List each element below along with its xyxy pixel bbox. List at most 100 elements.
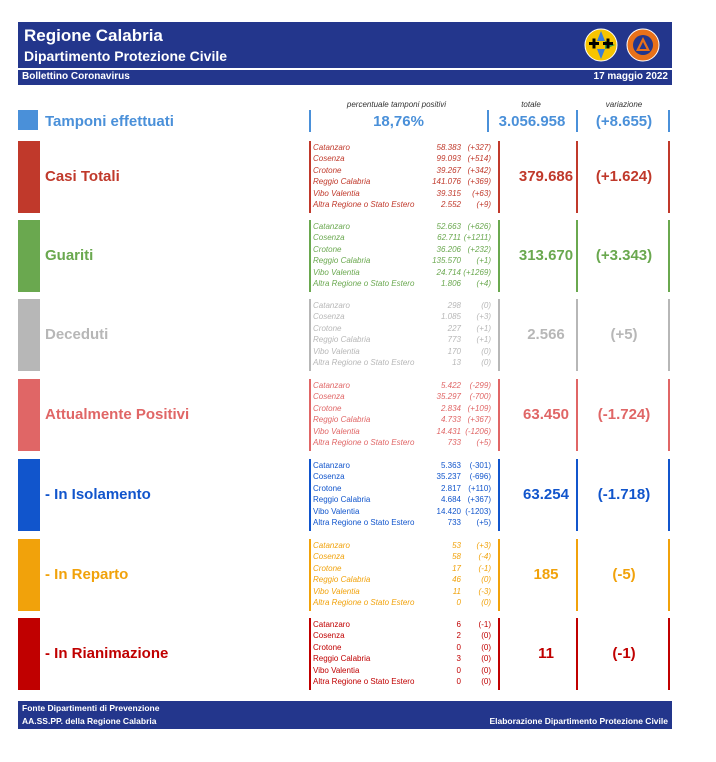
province-value: 0: [456, 598, 461, 607]
province-name: Reggio Calabria: [313, 256, 371, 266]
province-value: 58: [452, 552, 461, 562]
variation-right-divider: [668, 379, 670, 451]
province-delta: (+4): [476, 279, 491, 288]
province-row: Catanzaro 6 (-1): [313, 620, 497, 631]
province-delta: (+1): [476, 335, 491, 345]
province-delta: (+1269): [463, 267, 491, 277]
variation-left-divider: [576, 539, 578, 611]
province-delta: (+342): [467, 165, 491, 175]
section-variation: (-5): [612, 566, 636, 583]
section-variation: (+5): [610, 326, 638, 343]
section-color-bar: [18, 299, 40, 371]
province-row: Cosenza 62.711 (+1211): [313, 233, 497, 244]
province-row: Vibo Valentia 14.420 (-1203): [313, 507, 497, 518]
region-logo-icon: [584, 28, 618, 62]
section-color-bar: [18, 618, 40, 690]
province-row: Reggio Calabria 773 (+1): [313, 335, 497, 346]
province-value: 1.806: [440, 279, 461, 288]
province-name: Crotone: [313, 483, 342, 493]
tamponi-color-swatch: [18, 110, 38, 130]
variation-right-divider: [668, 618, 670, 690]
tamponi-divider: [668, 110, 670, 132]
province-value: 170: [447, 346, 461, 356]
province-delta: (0): [481, 598, 491, 607]
bulletin-date: 17 maggio 2022: [593, 71, 668, 82]
province-delta: (+1211): [463, 233, 491, 243]
province-row: Crotone 0 (0): [313, 643, 497, 654]
province-name: Cosenza: [313, 392, 345, 402]
province-delta: (+5): [476, 518, 491, 527]
province-delta: (+367): [467, 495, 491, 505]
province-value: 52.663: [436, 222, 461, 231]
province-row: Vibo Valentia 14.431 (-1206): [313, 427, 497, 438]
province-row: Vibo Valentia 24.714 (+1269): [313, 268, 497, 279]
province-name: Cosenza: [313, 233, 345, 243]
province-row: Cosenza 35.237 (-696): [313, 472, 497, 483]
province-name: Reggio Calabria: [313, 415, 371, 425]
province-row: Reggio Calabria 141.076 (+369): [313, 177, 497, 188]
section-variation: (-1): [612, 645, 636, 662]
breakdown-right-divider: [498, 220, 500, 292]
province-name: Cosenza: [313, 472, 345, 482]
province-value: 6: [456, 620, 461, 629]
variation-left-divider: [576, 220, 578, 292]
section-label: Guariti: [45, 247, 94, 264]
province-value: 46: [452, 575, 461, 585]
province-name: Cosenza: [313, 154, 345, 164]
bulletin-label: Bollettino Coronavirus: [22, 71, 130, 82]
variation-right-divider: [668, 459, 670, 531]
breakdown-left-divider: [309, 459, 311, 531]
province-name: Catanzaro: [313, 620, 350, 629]
province-delta: (+1): [476, 256, 491, 266]
section-total: 313.670: [518, 247, 574, 264]
province-value: 0: [456, 665, 461, 675]
province-name: Vibo Valentia: [313, 665, 360, 675]
province-name: Reggio Calabria: [313, 177, 371, 187]
province-name: Catanzaro: [313, 301, 350, 310]
province-value: 24.714: [436, 267, 461, 277]
footer-bar: Fonte Dipartimenti di Prevenzione AA.SS.…: [18, 701, 672, 729]
province-row: Cosenza 2 (0): [313, 631, 497, 642]
province-name: Altra Regione o Stato Estero: [313, 438, 415, 447]
variation-left-divider: [576, 618, 578, 690]
province-delta: (0): [481, 665, 491, 675]
province-delta: (+232): [467, 244, 491, 254]
province-row: Catanzaro 298 (0): [313, 301, 497, 312]
province-row: Altra Regione o Stato Estero 13 (0): [313, 358, 497, 369]
province-row: Vibo Valentia 0 (0): [313, 666, 497, 677]
province-value: 2.552: [440, 200, 461, 209]
province-name: Vibo Valentia: [313, 426, 360, 436]
section-row: - In Reparto Catanzaro 53 (+3) Cosenza 58 (-4)…: [18, 539, 672, 611]
tamponi-variation: (+8.655): [595, 113, 653, 130]
province-value: 14.420: [436, 506, 461, 516]
variation-right-divider: [668, 141, 670, 213]
province-delta: (-4): [478, 552, 491, 562]
province-delta: (-3): [478, 586, 491, 596]
province-value: 2.834: [440, 403, 461, 413]
province-name: Altra Regione o Stato Estero: [313, 279, 415, 288]
province-delta: (0): [481, 677, 491, 686]
province-delta: (+3): [476, 541, 491, 550]
variation-right-divider: [668, 539, 670, 611]
section-color-bar: [18, 459, 40, 531]
province-value: 0: [456, 677, 461, 686]
province-name: Vibo Valentia: [313, 267, 360, 277]
province-delta: (+110): [468, 483, 491, 493]
province-name: Crotone: [313, 165, 342, 175]
breakdown-right-divider: [498, 618, 500, 690]
province-delta: (-1): [478, 563, 491, 573]
province-row: Altra Regione o Stato Estero 2.552 (+9): [313, 200, 497, 211]
province-value: 35.237: [436, 472, 461, 482]
province-row: Crotone 39.267 (+342): [313, 166, 497, 177]
breakdown-right-divider: [498, 141, 500, 213]
footer-source: Fonte Dipartimenti di Prevenzione: [22, 703, 160, 713]
province-delta: (0): [481, 654, 491, 664]
province-breakdown: Catanzaro 298 (0) Cosenza 1.085 (+3) Crotone 22…: [309, 299, 500, 371]
province-value: 733: [447, 518, 461, 527]
breakdown-right-divider: [498, 299, 500, 371]
section-color-bar: [18, 220, 40, 292]
province-value: 5.422: [440, 381, 461, 390]
province-delta: (+626): [467, 222, 491, 231]
province-value: 2: [456, 631, 461, 641]
section-label: - In Isolamento: [45, 486, 151, 503]
